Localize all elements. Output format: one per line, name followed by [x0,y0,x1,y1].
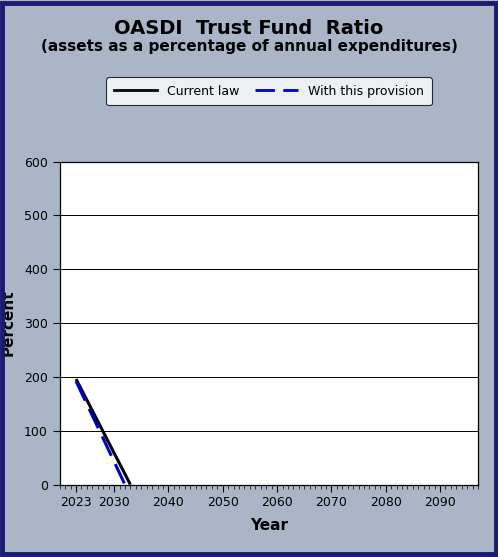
X-axis label: Year: Year [250,517,288,532]
Text: OASDI  Trust Fund  Ratio: OASDI Trust Fund Ratio [115,19,383,38]
Text: (assets as a percentage of annual expenditures): (assets as a percentage of annual expend… [40,39,458,54]
Y-axis label: Percent: Percent [0,290,15,356]
Legend: Current law, With this provision: Current law, With this provision [106,77,432,105]
